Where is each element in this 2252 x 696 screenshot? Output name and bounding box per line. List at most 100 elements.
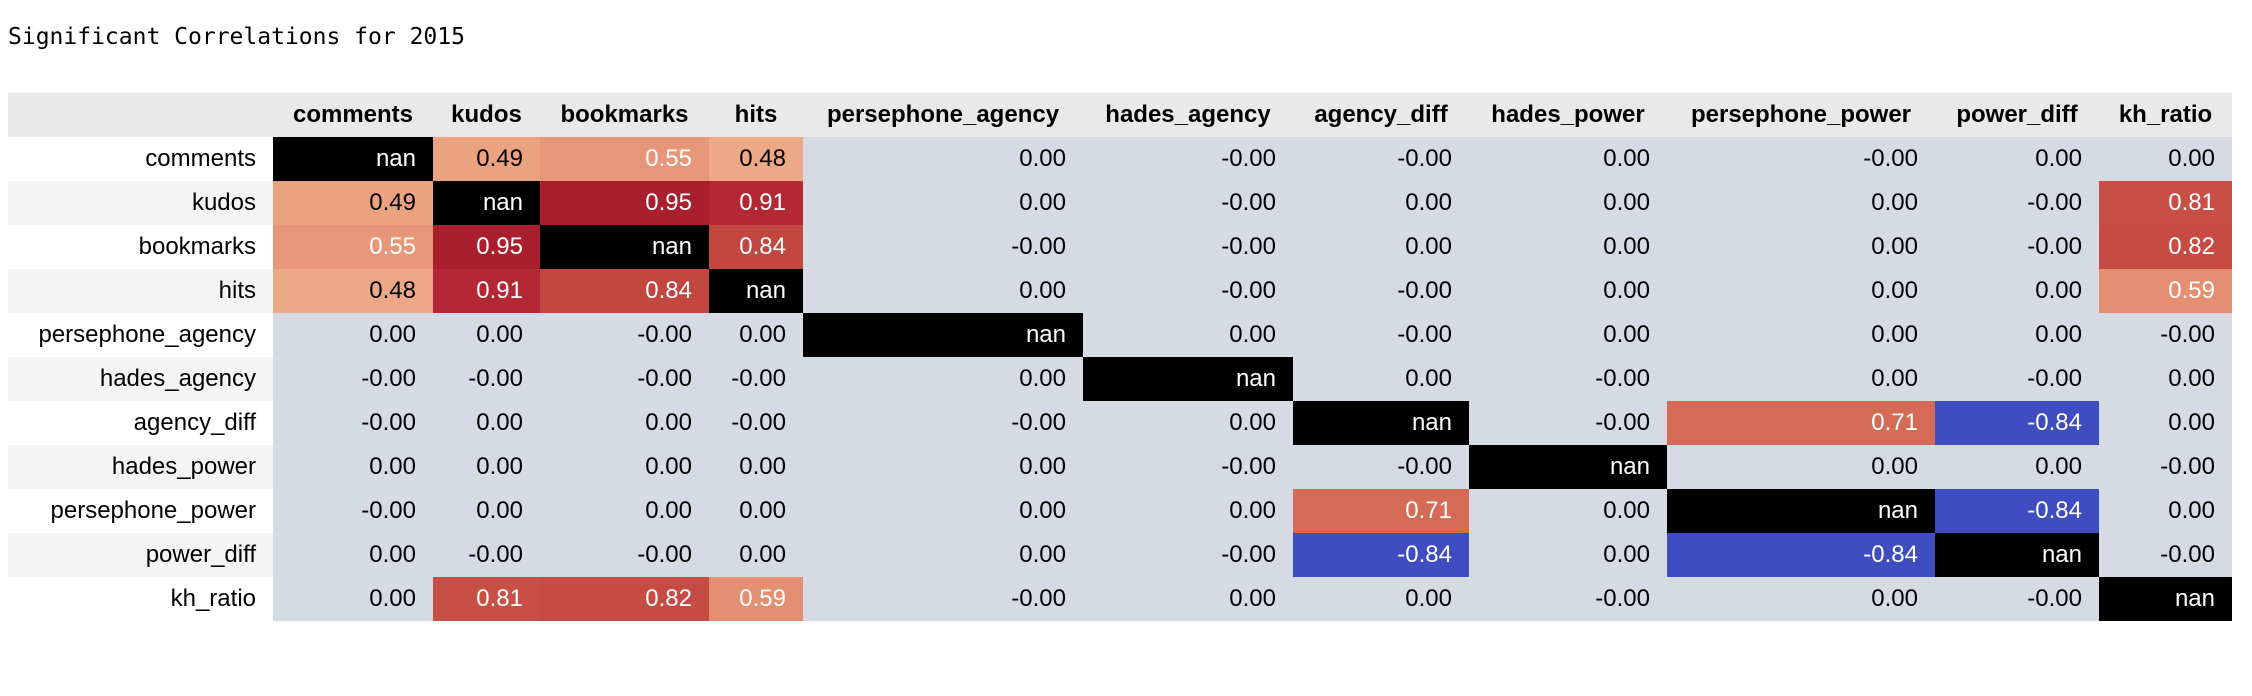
correlation-cell: 0.00 [803,181,1083,225]
correlation-cell: 0.00 [1293,577,1469,621]
correlation-cell: -0.00 [1935,225,2099,269]
correlation-cell: 0.00 [2099,137,2232,181]
correlation-cell: 0.00 [1083,489,1293,533]
correlation-cell: -0.00 [1293,269,1469,313]
row-header: kudos [8,181,273,225]
row-header: persephone_power [8,489,273,533]
column-header: persephone_agency [803,93,1083,137]
correlation-cell: 0.00 [1667,577,1935,621]
table-row: agency_diff -0.00 0.00 0.00 -0.00 -0.00 0.00 na… [8,401,2232,445]
correlation-cell: 0.00 [1469,225,1667,269]
correlation-cell: 0.00 [1293,357,1469,401]
correlation-cell: 0.00 [1935,269,2099,313]
correlation-cell: nan [540,225,709,269]
correlation-cell: 0.00 [433,401,540,445]
correlation-cell: 0.00 [1293,181,1469,225]
correlation-cell: 0.00 [273,445,433,489]
correlation-cell: 0.00 [1083,577,1293,621]
correlation-cell: 0.00 [1667,225,1935,269]
correlation-cell: 0.91 [433,269,540,313]
correlation-cell: -0.00 [1469,577,1667,621]
correlation-cell: -0.00 [433,357,540,401]
table-row: persephone_agency 0.00 0.00 -0.00 0.00 nan 0.0… [8,313,2232,357]
correlation-cell: 0.00 [433,445,540,489]
correlation-cell: -0.00 [1667,137,1935,181]
correlation-cell: nan [1667,489,1935,533]
correlation-cell: -0.00 [1083,181,1293,225]
correlation-cell: 0.00 [1469,269,1667,313]
correlation-cell: nan [1469,445,1667,489]
column-header: power_diff [1935,93,2099,137]
correlation-cell: 0.00 [1293,225,1469,269]
correlation-cell: 0.00 [1935,445,2099,489]
correlation-cell: 0.81 [2099,181,2232,225]
row-header: kh_ratio [8,577,273,621]
correlation-cell: 0.00 [803,137,1083,181]
correlation-cell: 0.00 [273,577,433,621]
row-header: hades_power [8,445,273,489]
column-header: bookmarks [540,93,709,137]
correlation-cell: 0.00 [1935,137,2099,181]
correlation-cell: -0.84 [1293,533,1469,577]
correlation-table: comments kudos bookmarks hits persephone… [8,93,2232,621]
correlation-cell: -0.00 [1935,577,2099,621]
row-header: persephone_agency [8,313,273,357]
correlation-cell: 0.59 [2099,269,2232,313]
column-header: hades_agency [1083,93,1293,137]
table-row: power_diff 0.00 -0.00 -0.00 0.00 0.00 -0.00 -0.… [8,533,2232,577]
correlation-cell: 0.00 [709,489,803,533]
correlation-cell: nan [709,269,803,313]
column-header: kh_ratio [2099,93,2232,137]
correlation-cell: 0.00 [1667,357,1935,401]
table-row: comments nan 0.49 0.55 0.48 0.00 -0.00 -0.00 0.0… [8,137,2232,181]
correlation-cell: -0.00 [1083,533,1293,577]
correlation-cell: 0.00 [1667,181,1935,225]
correlation-cell: nan [273,137,433,181]
correlation-cell: -0.00 [2099,313,2232,357]
correlation-cell: nan [2099,577,2232,621]
correlation-cell: -0.84 [1935,401,2099,445]
correlation-cell: 0.00 [803,269,1083,313]
correlation-cell: -0.00 [709,401,803,445]
correlation-cell: -0.00 [1469,357,1667,401]
correlation-cell: 0.00 [1469,137,1667,181]
correlation-cell: -0.00 [540,533,709,577]
correlation-cell: 0.00 [709,445,803,489]
correlation-cell: 0.00 [1469,313,1667,357]
correlation-cell: -0.00 [1083,445,1293,489]
table-body: comments nan 0.49 0.55 0.48 0.00 -0.00 -0.00 0.0… [8,137,2232,621]
correlation-cell: 0.00 [1469,181,1667,225]
correlation-cell: -0.00 [1293,313,1469,357]
table-row: kudos 0.49 nan 0.95 0.91 0.00 -0.00 0.00 0.00 0.0… [8,181,2232,225]
column-header: hits [709,93,803,137]
correlation-cell: -0.00 [273,401,433,445]
correlation-cell: 0.55 [273,225,433,269]
correlation-cell: -0.00 [1083,225,1293,269]
column-header: kudos [433,93,540,137]
row-header: power_diff [8,533,273,577]
correlation-cell: 0.00 [2099,401,2232,445]
correlation-cell: 0.00 [273,533,433,577]
correlation-cell: -0.00 [803,401,1083,445]
correlation-cell: nan [433,181,540,225]
correlation-cell: 0.81 [433,577,540,621]
correlation-cell: -0.00 [273,489,433,533]
correlation-cell: 0.00 [540,489,709,533]
correlation-cell: 0.71 [1293,489,1469,533]
correlation-cell: 0.82 [2099,225,2232,269]
correlation-cell: 0.82 [540,577,709,621]
row-header: agency_diff [8,401,273,445]
correlation-cell: 0.84 [709,225,803,269]
correlation-cell: 0.49 [273,181,433,225]
correlation-cell: -0.00 [2099,533,2232,577]
correlation-cell: 0.00 [1469,489,1667,533]
correlation-cell: -0.00 [1935,357,2099,401]
correlation-cell: 0.00 [1667,313,1935,357]
correlation-cell: -0.00 [1293,137,1469,181]
correlation-cell: 0.00 [2099,489,2232,533]
column-header: agency_diff [1293,93,1469,137]
correlation-cell: 0.95 [433,225,540,269]
correlation-cell: 0.59 [709,577,803,621]
table-row: bookmarks 0.55 0.95 nan 0.84 -0.00 -0.00 0.00 0.… [8,225,2232,269]
header-row: comments kudos bookmarks hits persephone… [8,93,2232,137]
